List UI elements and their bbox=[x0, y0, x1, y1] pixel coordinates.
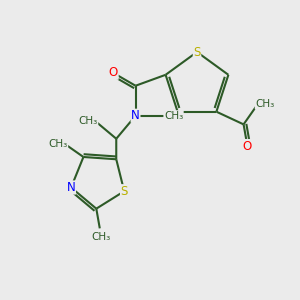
Text: N: N bbox=[67, 181, 76, 194]
Text: CH₃: CH₃ bbox=[48, 139, 68, 148]
Text: O: O bbox=[243, 140, 252, 152]
Text: S: S bbox=[193, 46, 201, 59]
Text: S: S bbox=[121, 185, 128, 198]
Text: O: O bbox=[109, 66, 118, 79]
Text: CH₃: CH₃ bbox=[255, 99, 274, 109]
Text: CH₃: CH₃ bbox=[164, 111, 183, 121]
Text: CH₃: CH₃ bbox=[79, 116, 98, 126]
Text: N: N bbox=[131, 109, 140, 122]
Text: CH₃: CH₃ bbox=[91, 232, 110, 242]
